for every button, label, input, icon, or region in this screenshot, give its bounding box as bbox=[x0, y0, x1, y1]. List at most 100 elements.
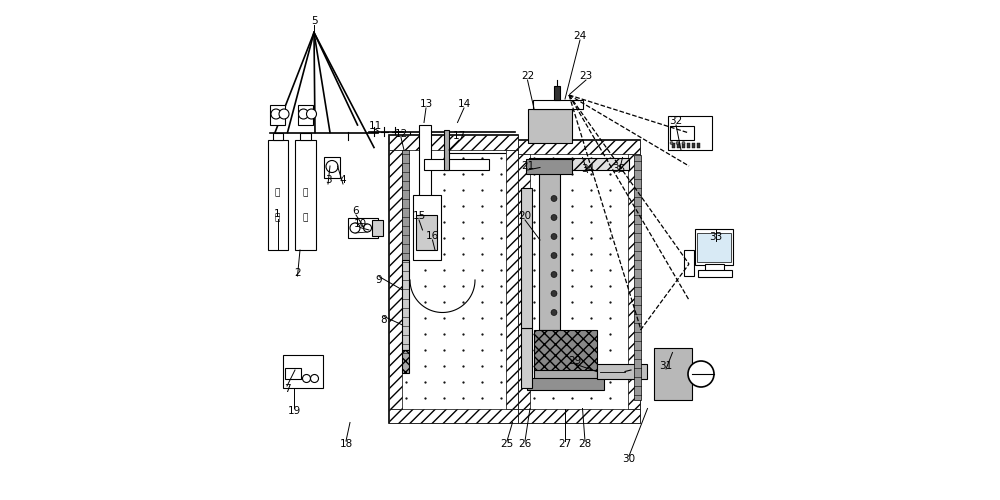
Text: 24: 24 bbox=[573, 31, 587, 41]
Circle shape bbox=[676, 142, 679, 144]
Bar bbox=[444, 130, 449, 170]
Text: 烃: 烃 bbox=[275, 213, 280, 222]
Text: 25: 25 bbox=[500, 439, 514, 449]
Text: 33: 33 bbox=[709, 232, 723, 242]
Text: 30: 30 bbox=[622, 454, 636, 464]
Bar bbox=[634, 155, 640, 400]
Text: 烷: 烷 bbox=[275, 188, 280, 197]
Circle shape bbox=[364, 224, 372, 232]
Bar bbox=[534, 330, 596, 372]
Circle shape bbox=[551, 234, 557, 239]
Bar bbox=[697, 233, 730, 262]
Bar bbox=[534, 370, 596, 385]
Bar bbox=[389, 408, 518, 422]
Bar bbox=[298, 105, 312, 125]
Text: 31: 31 bbox=[659, 361, 673, 371]
Text: 29: 29 bbox=[568, 356, 582, 366]
Text: 34: 34 bbox=[581, 164, 594, 174]
Bar bbox=[532, 100, 582, 108]
Bar bbox=[696, 143, 700, 148]
Text: 9: 9 bbox=[376, 275, 382, 285]
Text: 20: 20 bbox=[518, 211, 532, 221]
Circle shape bbox=[551, 290, 557, 296]
Bar bbox=[628, 154, 640, 408]
Circle shape bbox=[302, 374, 310, 382]
Text: 氮: 氮 bbox=[303, 188, 308, 197]
Bar bbox=[413, 195, 440, 260]
Circle shape bbox=[350, 223, 360, 233]
Text: 气: 气 bbox=[303, 213, 308, 222]
Text: 22: 22 bbox=[521, 71, 534, 81]
Text: 23: 23 bbox=[579, 71, 593, 81]
Bar bbox=[283, 355, 322, 388]
Bar bbox=[348, 218, 378, 238]
Bar bbox=[402, 260, 409, 350]
Circle shape bbox=[306, 109, 316, 119]
Bar bbox=[389, 135, 518, 422]
Bar bbox=[518, 140, 640, 422]
Text: 17: 17 bbox=[452, 131, 466, 141]
Bar bbox=[272, 132, 283, 140]
Text: 35: 35 bbox=[612, 164, 626, 174]
Text: 13: 13 bbox=[419, 99, 433, 109]
Circle shape bbox=[551, 214, 557, 220]
Bar bbox=[528, 108, 572, 142]
Bar bbox=[270, 105, 285, 125]
Bar bbox=[596, 364, 646, 379]
Circle shape bbox=[551, 272, 557, 278]
Bar bbox=[324, 158, 340, 178]
Bar bbox=[419, 125, 431, 202]
Bar bbox=[506, 150, 518, 408]
Text: 7: 7 bbox=[284, 384, 290, 394]
Bar bbox=[518, 140, 640, 154]
Text: 3: 3 bbox=[325, 175, 331, 185]
Bar bbox=[389, 150, 402, 408]
Bar bbox=[654, 348, 692, 400]
Circle shape bbox=[551, 252, 557, 258]
Circle shape bbox=[670, 142, 673, 144]
Text: 15: 15 bbox=[412, 211, 426, 221]
Circle shape bbox=[551, 310, 557, 316]
Circle shape bbox=[279, 109, 289, 119]
Text: 4: 4 bbox=[340, 175, 346, 185]
Bar bbox=[526, 159, 572, 174]
Bar bbox=[526, 378, 604, 390]
Text: 14: 14 bbox=[457, 99, 471, 109]
Bar bbox=[402, 150, 409, 358]
Bar bbox=[389, 135, 518, 150]
Text: 21: 21 bbox=[521, 161, 534, 171]
Circle shape bbox=[688, 361, 714, 387]
Bar bbox=[695, 229, 732, 265]
Circle shape bbox=[271, 109, 281, 119]
Text: 1: 1 bbox=[274, 209, 281, 219]
Text: 6: 6 bbox=[353, 206, 359, 216]
Bar bbox=[268, 140, 288, 250]
Bar bbox=[285, 368, 301, 379]
Bar bbox=[668, 116, 712, 150]
Circle shape bbox=[310, 374, 318, 382]
Text: 18: 18 bbox=[339, 439, 353, 449]
Text: 26: 26 bbox=[518, 439, 532, 449]
Bar bbox=[521, 328, 532, 388]
Text: 10: 10 bbox=[353, 219, 367, 229]
Bar bbox=[518, 408, 640, 422]
Text: 32: 32 bbox=[669, 116, 683, 126]
Bar bbox=[686, 143, 690, 148]
Text: 2: 2 bbox=[294, 268, 301, 278]
Text: 12: 12 bbox=[394, 129, 408, 139]
Text: 8: 8 bbox=[381, 315, 387, 325]
Bar bbox=[416, 215, 437, 250]
Bar bbox=[300, 132, 311, 140]
Text: 16: 16 bbox=[426, 231, 439, 241]
Bar bbox=[539, 168, 560, 330]
Bar bbox=[372, 220, 382, 236]
Bar bbox=[705, 264, 724, 271]
Bar bbox=[424, 159, 489, 170]
Text: 27: 27 bbox=[558, 439, 572, 449]
Bar bbox=[676, 143, 680, 148]
Text: 19: 19 bbox=[287, 406, 301, 416]
Text: 11: 11 bbox=[368, 121, 382, 131]
Bar bbox=[402, 350, 409, 372]
Text: 5: 5 bbox=[311, 16, 317, 26]
Bar bbox=[554, 86, 560, 100]
